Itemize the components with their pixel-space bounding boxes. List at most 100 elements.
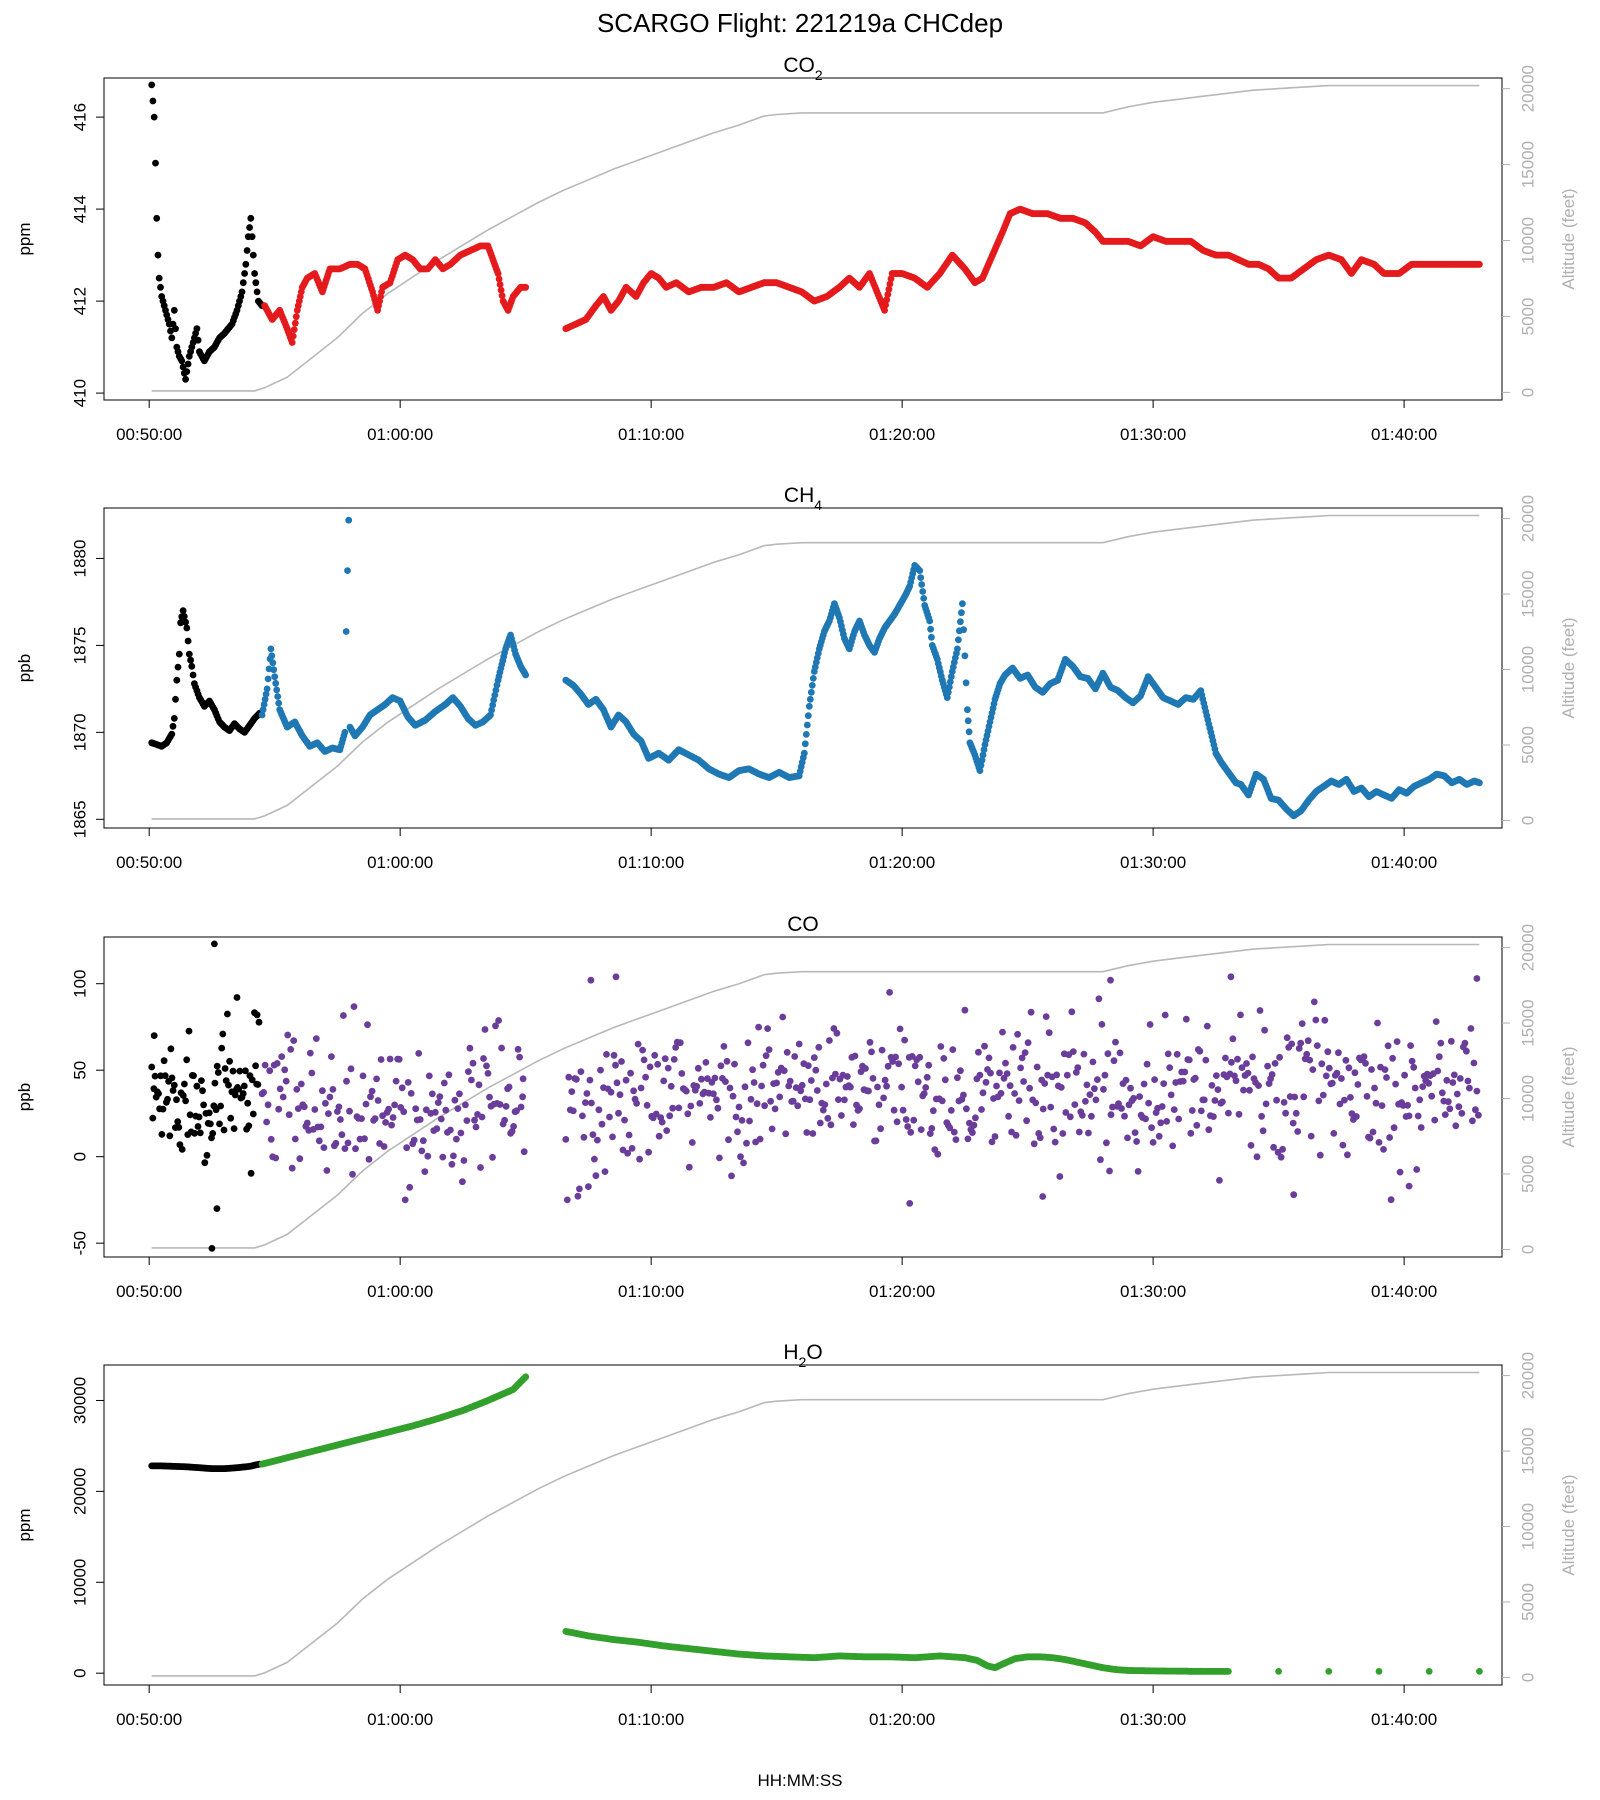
data-point (282, 1077, 290, 1085)
data-point (954, 1074, 961, 1082)
data-point (494, 270, 502, 277)
data-point (1249, 1053, 1256, 1061)
x-tick-label: 01:10:00 (618, 853, 684, 872)
data-point (1074, 1064, 1082, 1071)
data-point (666, 1112, 674, 1120)
data-point (183, 368, 191, 375)
data-point (1005, 1112, 1012, 1120)
data-point (262, 690, 270, 698)
data-point (248, 1076, 256, 1084)
data-point (264, 1101, 272, 1109)
data-point (1383, 1074, 1390, 1081)
data-point (1179, 1077, 1187, 1085)
data-point (260, 1089, 267, 1096)
data-point (806, 695, 814, 703)
data-point (1255, 1082, 1262, 1089)
data-point (807, 1077, 815, 1084)
data-point (615, 1109, 622, 1117)
data-point (150, 1032, 158, 1039)
y-tick-label: 414 (71, 195, 90, 223)
data-point (918, 581, 926, 588)
data-point (1237, 1011, 1244, 1019)
data-point (164, 1095, 171, 1103)
data-point (667, 1082, 675, 1090)
data-point (1368, 1066, 1375, 1073)
data-point (261, 695, 269, 703)
data-point (362, 1100, 370, 1108)
data-point (563, 1196, 571, 1204)
altitude-tick-label: 15000 (1519, 999, 1538, 1046)
data-point (622, 1076, 630, 1084)
data-point (445, 1071, 453, 1079)
data-point (832, 1070, 839, 1078)
data-point (471, 1116, 478, 1124)
data-point (1342, 1056, 1350, 1064)
data-point (457, 1129, 465, 1137)
data-point (1112, 1038, 1119, 1046)
data-point (159, 1105, 167, 1113)
data-point (759, 1061, 767, 1069)
chart-panel-4: H2O0100002000030000ppm050001000015000200… (15, 1341, 1578, 1729)
altitude-tick-label: 20000 (1519, 65, 1538, 112)
data-point (1066, 1113, 1074, 1121)
data-point (928, 1125, 936, 1132)
data-point (1088, 1112, 1095, 1120)
data-point (582, 1099, 589, 1106)
data-point (1104, 1050, 1112, 1058)
data-point (1146, 1021, 1154, 1028)
data-point (1322, 1072, 1330, 1080)
data-point (1071, 1101, 1079, 1108)
altitude-tick-label: 0 (1519, 1673, 1538, 1682)
data-point (1408, 1057, 1416, 1065)
data-point (977, 762, 985, 769)
plot-frame (103, 507, 1503, 829)
panel-title: CO (787, 913, 819, 936)
data-point (157, 283, 164, 291)
data-point (1157, 1119, 1165, 1127)
data-point (484, 1070, 492, 1077)
data-point (1387, 1196, 1395, 1204)
data-point (928, 633, 935, 641)
data-point (263, 685, 271, 693)
data-point (753, 1100, 761, 1108)
altitude-tick-label: 20000 (1519, 495, 1538, 542)
data-point (1280, 1099, 1288, 1106)
data-point (514, 1045, 522, 1053)
data-point (1027, 1008, 1035, 1016)
data-point (242, 1067, 249, 1075)
data-point (1149, 1139, 1157, 1146)
data-point (1080, 1050, 1088, 1058)
data-point (519, 1075, 527, 1083)
data-point (1303, 1050, 1311, 1058)
data-point (495, 275, 503, 283)
data-point (1310, 998, 1318, 1006)
data-point (1175, 1115, 1183, 1123)
data-point (350, 1003, 358, 1010)
y-tick-label: 1870 (71, 713, 90, 751)
data-point (1425, 1079, 1433, 1087)
data-point (895, 1060, 902, 1068)
data-point (696, 1100, 704, 1107)
panels: CO2410412414416ppm05000100001500020000Al… (15, 54, 1578, 1729)
data-point (1134, 1168, 1142, 1175)
data-point (1030, 1140, 1038, 1148)
data-point (371, 1115, 379, 1123)
data-point (406, 1183, 414, 1191)
data-point (1452, 1122, 1460, 1130)
data-point (562, 1136, 570, 1143)
data-point (961, 652, 969, 660)
y-axis-label: ppm (15, 222, 34, 255)
data-point (1131, 1129, 1139, 1136)
data-point (312, 1035, 320, 1042)
data-point (980, 746, 988, 754)
data-point (762, 1052, 770, 1060)
data-point (1187, 1129, 1195, 1137)
data-point (815, 1043, 823, 1051)
panel-title: H2O (783, 1341, 822, 1370)
data-point (261, 1061, 269, 1069)
data-point (954, 645, 961, 653)
data-point (489, 1153, 496, 1161)
data-point (802, 731, 810, 738)
data-point (768, 1125, 776, 1133)
